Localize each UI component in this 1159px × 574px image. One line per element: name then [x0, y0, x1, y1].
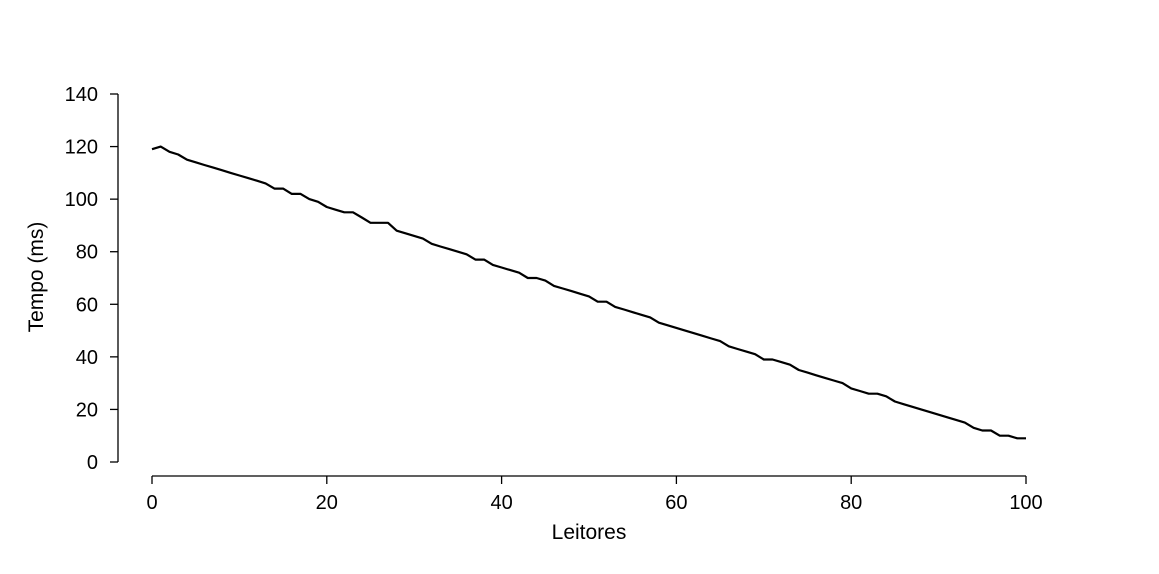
y-tick-label: 80 — [76, 242, 98, 264]
x-axis-title: Leitores — [552, 521, 627, 544]
x-tick-label: 100 — [1009, 492, 1042, 514]
x-tick-label: 60 — [665, 492, 687, 514]
y-tick-label: 120 — [65, 137, 98, 159]
y-tick-label: 40 — [76, 347, 98, 369]
y-tick-label: 100 — [65, 189, 98, 211]
x-tick-label: 0 — [146, 492, 157, 514]
y-tick-label: 140 — [65, 84, 98, 106]
y-axis: 0 20 40 60 80 100 120 140 — [65, 84, 119, 474]
y-axis-title: Tempo (ms) — [25, 222, 48, 333]
x-tick-label: 80 — [840, 492, 862, 514]
x-tick-label: 40 — [490, 492, 512, 514]
plot-area — [151, 145, 1026, 440]
series-line — [151, 145, 1026, 440]
x-tick-label: 20 — [316, 492, 338, 514]
x-axis: 0 20 40 60 80 100 — [146, 475, 1043, 514]
y-tick-label: 0 — [87, 452, 98, 474]
y-tick-label: 60 — [76, 294, 98, 316]
y-tick-label: 20 — [76, 399, 98, 421]
